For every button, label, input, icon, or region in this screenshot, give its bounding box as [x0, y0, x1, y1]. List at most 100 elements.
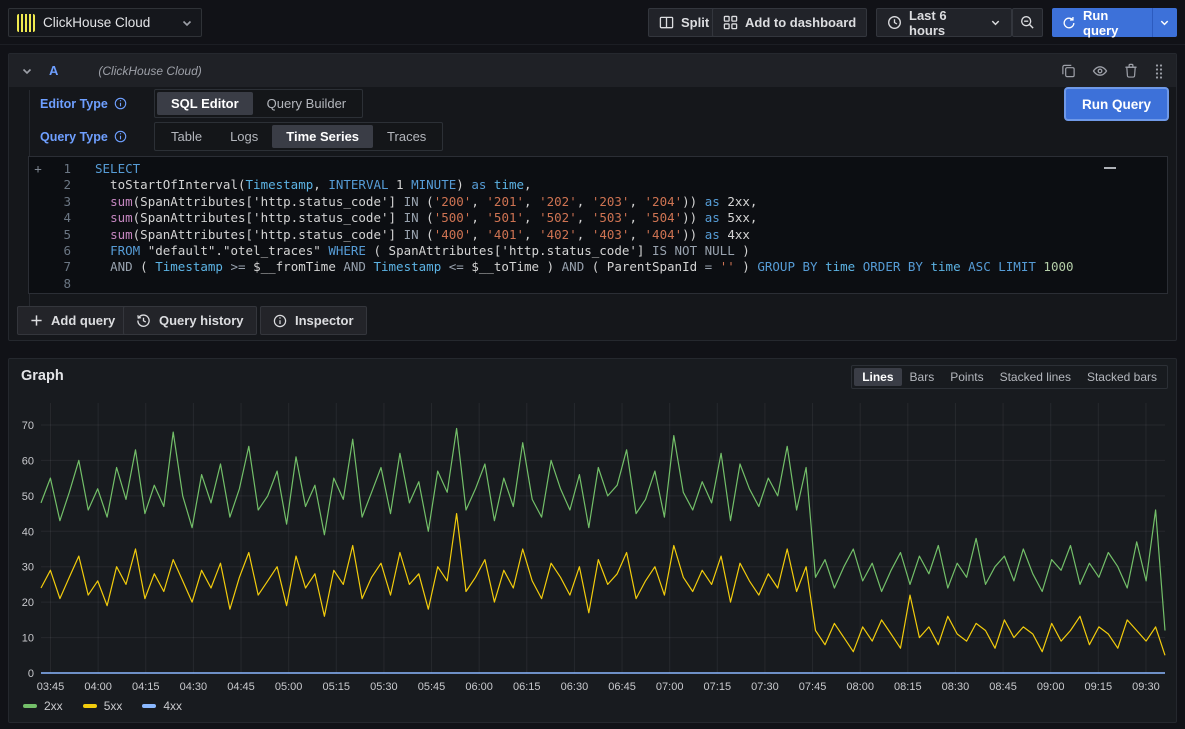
code-line-3[interactable]: 3 sum(SpanAttributes['http.status_code']…	[29, 194, 1167, 210]
query-type-option-logs[interactable]: Logs	[230, 129, 259, 144]
clickhouse-logo-icon	[17, 13, 35, 32]
run-query-button-label: Run Query	[1081, 96, 1151, 112]
code-line-8[interactable]: 8	[29, 276, 1167, 292]
top-toolbar: ClickHouse Cloud Split Add to dashboard …	[0, 0, 1185, 45]
svg-text:06:30: 06:30	[561, 681, 589, 693]
chevron-down-icon[interactable]	[1153, 17, 1177, 28]
split-label: Split	[681, 15, 710, 30]
add-to-dashboard-button[interactable]: Add to dashboard	[712, 8, 868, 37]
run-query-split-button[interactable]: Run query	[1052, 7, 1177, 38]
series-line-2xx	[40, 427, 1166, 631]
graph-panel: Graph Lines Bars Points Stacked lines Stacke…	[8, 358, 1177, 723]
legend-item-4xx[interactable]: 4xx	[142, 699, 182, 713]
zoom-out-button[interactable]	[1012, 8, 1043, 37]
line-number: 1	[63, 161, 71, 176]
legend-item-2xx[interactable]: 2xx	[23, 699, 63, 713]
query-type-field-label: Query Type	[36, 130, 154, 144]
query-type-option-table[interactable]: Table	[171, 129, 203, 144]
chevron-down-icon	[181, 17, 193, 29]
svg-text:40: 40	[22, 526, 34, 538]
line-number: 7	[63, 259, 71, 275]
line-number: 8	[63, 275, 71, 291]
chevron-down-icon	[990, 17, 1001, 28]
svg-text:60: 60	[22, 455, 34, 467]
editor-type-toggle: SQL Editor Query Builder	[154, 89, 364, 118]
datasource-picker[interactable]: ClickHouse Cloud	[8, 8, 202, 37]
code-line-1[interactable]: +1 SELECT	[29, 161, 1167, 177]
split-button[interactable]: Split	[648, 8, 721, 37]
button-divider	[1151, 8, 1153, 37]
gutter	[29, 276, 47, 292]
gutter	[29, 259, 47, 275]
svg-text:08:45: 08:45	[989, 681, 1017, 693]
gutter	[29, 243, 47, 259]
graph-mode-option-stacked-lines[interactable]: Stacked lines	[999, 370, 1071, 384]
info-icon[interactable]	[114, 130, 127, 143]
hide-response-eye-icon[interactable]	[1092, 63, 1108, 79]
add-query-button[interactable]: Add query	[17, 306, 129, 335]
svg-text:09:00: 09:00	[1037, 681, 1065, 693]
history-icon	[136, 313, 151, 328]
query-type-toggle: Table Logs Time Series Traces	[154, 122, 444, 151]
refresh-icon	[1062, 16, 1076, 30]
svg-text:04:15: 04:15	[132, 681, 160, 693]
clock-icon	[887, 15, 902, 30]
code-line-5[interactable]: 5 sum(SpanAttributes['http.status_code']…	[29, 227, 1167, 243]
graph-mode-option-stacked-bars[interactable]: Stacked bars	[1086, 370, 1157, 384]
series-line-5xx	[40, 512, 1166, 656]
svg-text:05:15: 05:15	[323, 681, 351, 693]
graph-mode-option-lines[interactable]: Lines	[854, 368, 902, 386]
query-type-option-time-series[interactable]: Time Series	[272, 125, 374, 148]
legend-label: 5xx	[103, 699, 123, 713]
query-ref-id: A	[49, 63, 59, 78]
run-query-button[interactable]: Run Query	[1065, 89, 1167, 119]
gutter	[29, 227, 47, 243]
inspector-button[interactable]: Inspector	[260, 306, 367, 335]
datasource-name: ClickHouse Cloud	[43, 15, 151, 30]
svg-text:05:00: 05:00	[275, 681, 303, 693]
drag-handle-icon[interactable]	[1154, 63, 1164, 79]
chart-legend: 2xx 5xx 4xx	[23, 699, 182, 713]
svg-text:09:30: 09:30	[1132, 681, 1160, 693]
add-query-label: Add query	[51, 313, 116, 328]
query-row-header[interactable]: A (ClickHouse Cloud)	[9, 54, 1176, 87]
svg-text:08:15: 08:15	[894, 681, 922, 693]
info-icon[interactable]	[114, 97, 127, 110]
legend-item-5xx[interactable]: 5xx	[82, 699, 123, 713]
query-type-option-traces[interactable]: Traces	[387, 129, 427, 144]
query-history-button[interactable]: Query history	[123, 306, 257, 335]
code-line-6[interactable]: 6 FROM "default"."otel_traces" WHERE ( S…	[29, 243, 1167, 259]
line-number: 3	[63, 193, 71, 209]
editor-type-option-query-builder[interactable]: Query Builder	[266, 96, 347, 111]
run-query-label: Run query	[1083, 7, 1119, 38]
duplicate-query-icon[interactable]	[1061, 63, 1076, 78]
svg-text:05:30: 05:30	[370, 681, 398, 693]
svg-text:05:45: 05:45	[418, 681, 446, 693]
code-line-7[interactable]: 7 AND ( Timestamp >= $__fromTime AND Tim…	[29, 259, 1167, 275]
time-range-picker[interactable]: Last 6 hours	[876, 8, 1012, 38]
svg-text:04:45: 04:45	[227, 681, 255, 693]
graph-mode-option-bars[interactable]: Bars	[909, 370, 935, 384]
graph-mode-option-points[interactable]: Points	[950, 370, 984, 384]
svg-text:07:15: 07:15	[704, 681, 732, 693]
svg-text:09:15: 09:15	[1085, 681, 1113, 693]
editor-type-option-sql-editor[interactable]: SQL Editor	[157, 92, 253, 115]
editor-type-field-label: Editor Type	[36, 97, 154, 111]
gutter	[29, 177, 47, 193]
code-line-4[interactable]: 4 sum(SpanAttributes['http.status_code']…	[29, 210, 1167, 226]
expand-plus-icon[interactable]: +	[34, 161, 42, 176]
svg-text:0: 0	[28, 668, 34, 680]
sql-code-editor[interactable]: +1 SELECT 2 toStartOfInterval(Timestamp, I…	[28, 156, 1168, 294]
line-number: 4	[63, 210, 71, 226]
time-series-chart[interactable]: 0 10 20 30 40 50 60 70 03:45 04:00 04:15 04:30 04:45…	[11, 397, 1173, 693]
legend-label: 4xx	[163, 699, 183, 713]
legend-swatch-2xx	[23, 704, 37, 708]
plus-icon	[30, 314, 43, 327]
collapse-chevron-icon[interactable]	[21, 65, 33, 77]
delete-query-trash-icon[interactable]	[1124, 63, 1138, 78]
gutter	[29, 210, 47, 226]
line-number: 6	[63, 243, 71, 259]
code-line-2[interactable]: 2 toStartOfInterval(Timestamp, INTERVAL …	[29, 177, 1167, 193]
info-circle-icon	[273, 314, 287, 328]
svg-text:50: 50	[22, 491, 34, 503]
